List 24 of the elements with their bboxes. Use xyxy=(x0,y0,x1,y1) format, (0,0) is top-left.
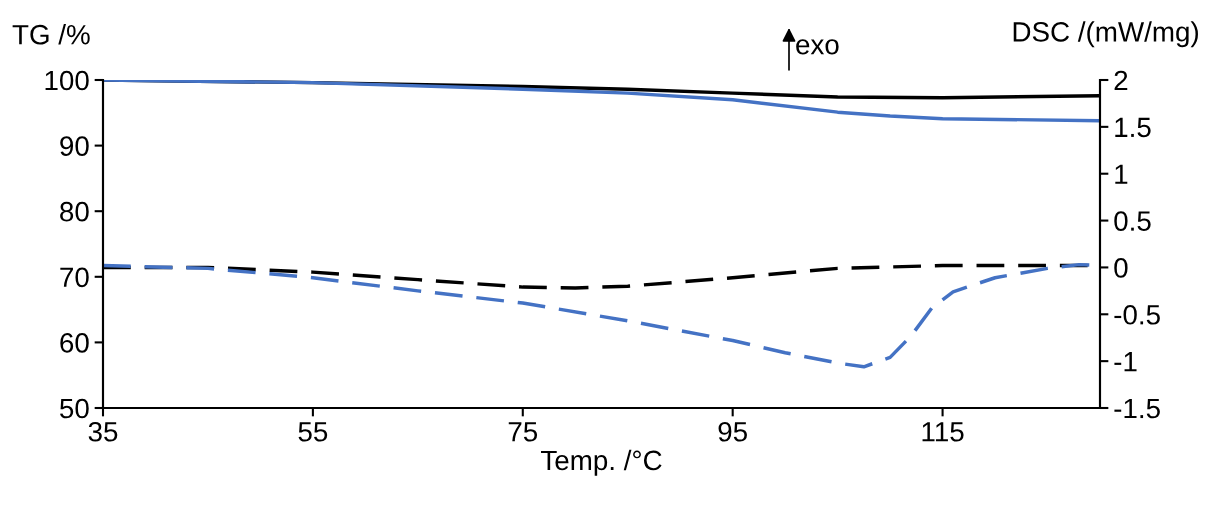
y-tick-label: 60 xyxy=(60,333,89,353)
y2-axis-title: DSC /(mW/mg) xyxy=(1013,21,1198,48)
text: exo xyxy=(796,39,839,55)
y-tick-label: 100 xyxy=(45,70,89,91)
y2-tick-label: 1.5 xyxy=(1115,117,1151,138)
y2-tick-label: 2 xyxy=(1114,70,1128,91)
y2-tick-label: -1.5 xyxy=(1114,398,1160,419)
y-tick-label: 80 xyxy=(60,201,89,222)
y-axis-title: TG /% xyxy=(12,24,90,45)
y2-tick-label: 1 xyxy=(1115,164,1128,184)
x-tick-label: 115 xyxy=(922,422,964,442)
x-tick-label: 55 xyxy=(298,422,328,442)
x-tick-label: 35 xyxy=(88,421,118,442)
line-series xyxy=(103,80,1100,123)
y2-tick-label: 0.5 xyxy=(1114,211,1151,231)
y2-tick-label: 0 xyxy=(1114,258,1128,278)
x-axis-title: Temp. /°C xyxy=(541,449,662,476)
y-tick-label: 90 xyxy=(60,136,89,156)
y-tick-label: 50 xyxy=(60,398,89,419)
y-tick-label: 70 xyxy=(60,267,89,288)
y2-tick-label: -0.5 xyxy=(1114,304,1160,325)
y2-tick-label: -1 xyxy=(1114,352,1137,372)
x-tick-label: 75 xyxy=(508,422,538,442)
x-tick-label: 95 xyxy=(718,421,747,442)
